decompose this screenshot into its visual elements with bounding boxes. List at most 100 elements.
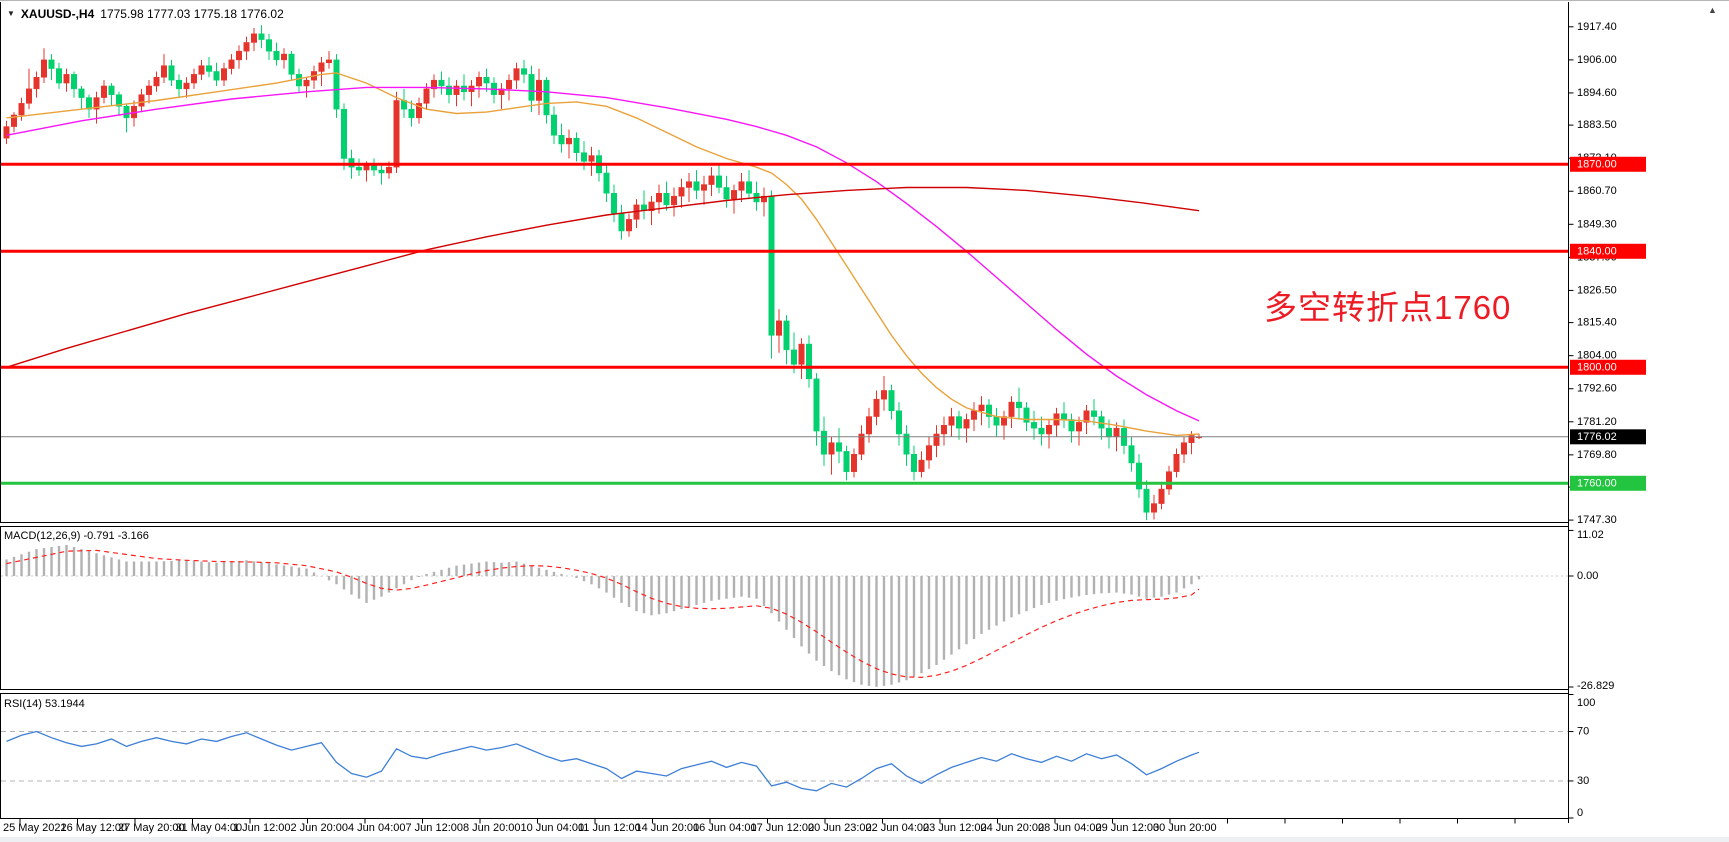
time-axis-label: 25 May 2021 (3, 822, 67, 834)
candle-down (791, 349, 797, 365)
text-annotation[interactable]: 多空转折点1760 (1264, 289, 1512, 326)
candle-up (1181, 442, 1187, 455)
candle-down (86, 97, 92, 110)
time-axis-label: 29 Jun 12:00 (1096, 822, 1160, 834)
rsi-tick-label: 0 (1577, 807, 1583, 819)
candle-down (258, 33, 265, 40)
slow_ma-line (6, 186, 1200, 368)
price-tick-label: 1894.60 (1577, 87, 1617, 99)
time-axis-label: 4 Jun 04:00 (348, 822, 406, 834)
candle-down (1106, 427, 1112, 438)
candle-down (603, 172, 610, 194)
candle-down (333, 59, 340, 110)
candle-up (41, 59, 47, 78)
candle-down (213, 71, 220, 81)
candle-down (723, 187, 730, 200)
horizontal-levels[interactable] (1, 162, 1569, 485)
price-tick-label: 1849.30 (1577, 218, 1617, 230)
candle-down (558, 135, 565, 145)
candle-down (911, 454, 917, 472)
price-badge-1870.00 (1570, 156, 1646, 172)
candle-up (978, 404, 985, 412)
candle-down (78, 88, 85, 98)
macd-indicator-label: MACD(12,26,9) -0.791 -3.166 (4, 530, 149, 542)
price-tick-label: 1815.40 (1577, 317, 1617, 329)
candle-up (146, 85, 152, 95)
price-tick-label: 1747.30 (1577, 514, 1617, 526)
price-tick-label: 1769.80 (1577, 449, 1617, 461)
candle-down (986, 404, 992, 417)
macd-tick-label: -26.829 (1577, 680, 1614, 692)
candle-up (708, 175, 715, 185)
candle-down (116, 94, 122, 107)
price-badge-text: 1776.02 (1577, 431, 1617, 443)
price-axis[interactable]: 1917.401906.001894.601883.501872.101860.… (1568, 21, 1617, 819)
candle-down (543, 79, 550, 116)
candle-down (1128, 445, 1135, 464)
candle-up (191, 74, 197, 84)
candle-up (1008, 401, 1015, 417)
candle-up (1173, 454, 1180, 472)
price-badge-1800.00 (1570, 359, 1646, 375)
candle-up (198, 65, 205, 75)
price-badge-text: 1800.00 (1577, 361, 1617, 373)
price-tick-label: 1804.00 (1577, 350, 1617, 362)
candle-down (821, 430, 827, 455)
candle-up (926, 445, 932, 461)
price-badge-text: 1760.00 (1577, 477, 1617, 489)
candle-down (573, 137, 580, 153)
candle-down (1136, 462, 1142, 490)
candle-up (588, 155, 595, 162)
candle-down (168, 65, 175, 81)
fast_ma-line (6, 72, 1200, 437)
symbol-dropdown-icon[interactable]: ▼ (7, 9, 15, 18)
candle-up (221, 68, 227, 81)
candle-down (663, 193, 670, 206)
time-axis-label: 24 Jun 20:00 (981, 822, 1045, 834)
candle-up (498, 88, 505, 95)
candle-up (431, 79, 437, 90)
rsi-indicator-label: RSI(14) 53.1944 (4, 698, 85, 710)
candle-down (1023, 407, 1030, 423)
symbol-timeframe-label: XAUUSD-,H4 (20, 7, 95, 21)
candle-up (731, 190, 737, 200)
candle-up (686, 181, 692, 188)
macd-tick-label: 0.00 (1577, 570, 1598, 582)
time-axis-label: 26 May 12:00 (61, 822, 128, 834)
time-axis-label: 10 Jun 04:00 (521, 822, 585, 834)
candle-up (1166, 471, 1172, 490)
ohlc-values: 1775.98 1777.03 1775.18 1776.02 (100, 7, 284, 21)
candle-up (881, 390, 887, 400)
candle-down (783, 320, 790, 351)
macd-signal (6, 549, 1200, 679)
price-badge-1760.00 (1570, 475, 1646, 491)
candle-up (948, 416, 955, 426)
candle-down (1016, 401, 1022, 409)
candle-up (18, 103, 25, 116)
time-axis-label: 28 Jun 04:00 (1038, 822, 1102, 834)
candle-down (836, 442, 842, 452)
candle-up (138, 94, 145, 107)
scroll-up-icon[interactable]: ▲ (1708, 5, 1717, 15)
candle-up (11, 114, 17, 127)
candle-down (903, 433, 910, 455)
candle-up (318, 62, 325, 72)
price-badge-text: 1840.00 (1577, 245, 1617, 257)
candle-down (746, 181, 752, 194)
candle-down (56, 68, 62, 84)
candle-up (1083, 410, 1090, 423)
candle-up (918, 459, 925, 472)
macd-tick-label: 11.02 (1577, 529, 1604, 541)
candle-down (1068, 419, 1075, 432)
candle-up (798, 343, 805, 365)
candle-up (1113, 427, 1120, 438)
candle-down (1038, 427, 1045, 435)
candle-up (678, 187, 685, 197)
candle-up (393, 100, 400, 168)
time-axis-label: 7 Jun 12:00 (406, 822, 464, 834)
candle-up (416, 103, 422, 119)
rsi-tick-label: 100 (1577, 697, 1595, 709)
candle-down (956, 416, 962, 429)
